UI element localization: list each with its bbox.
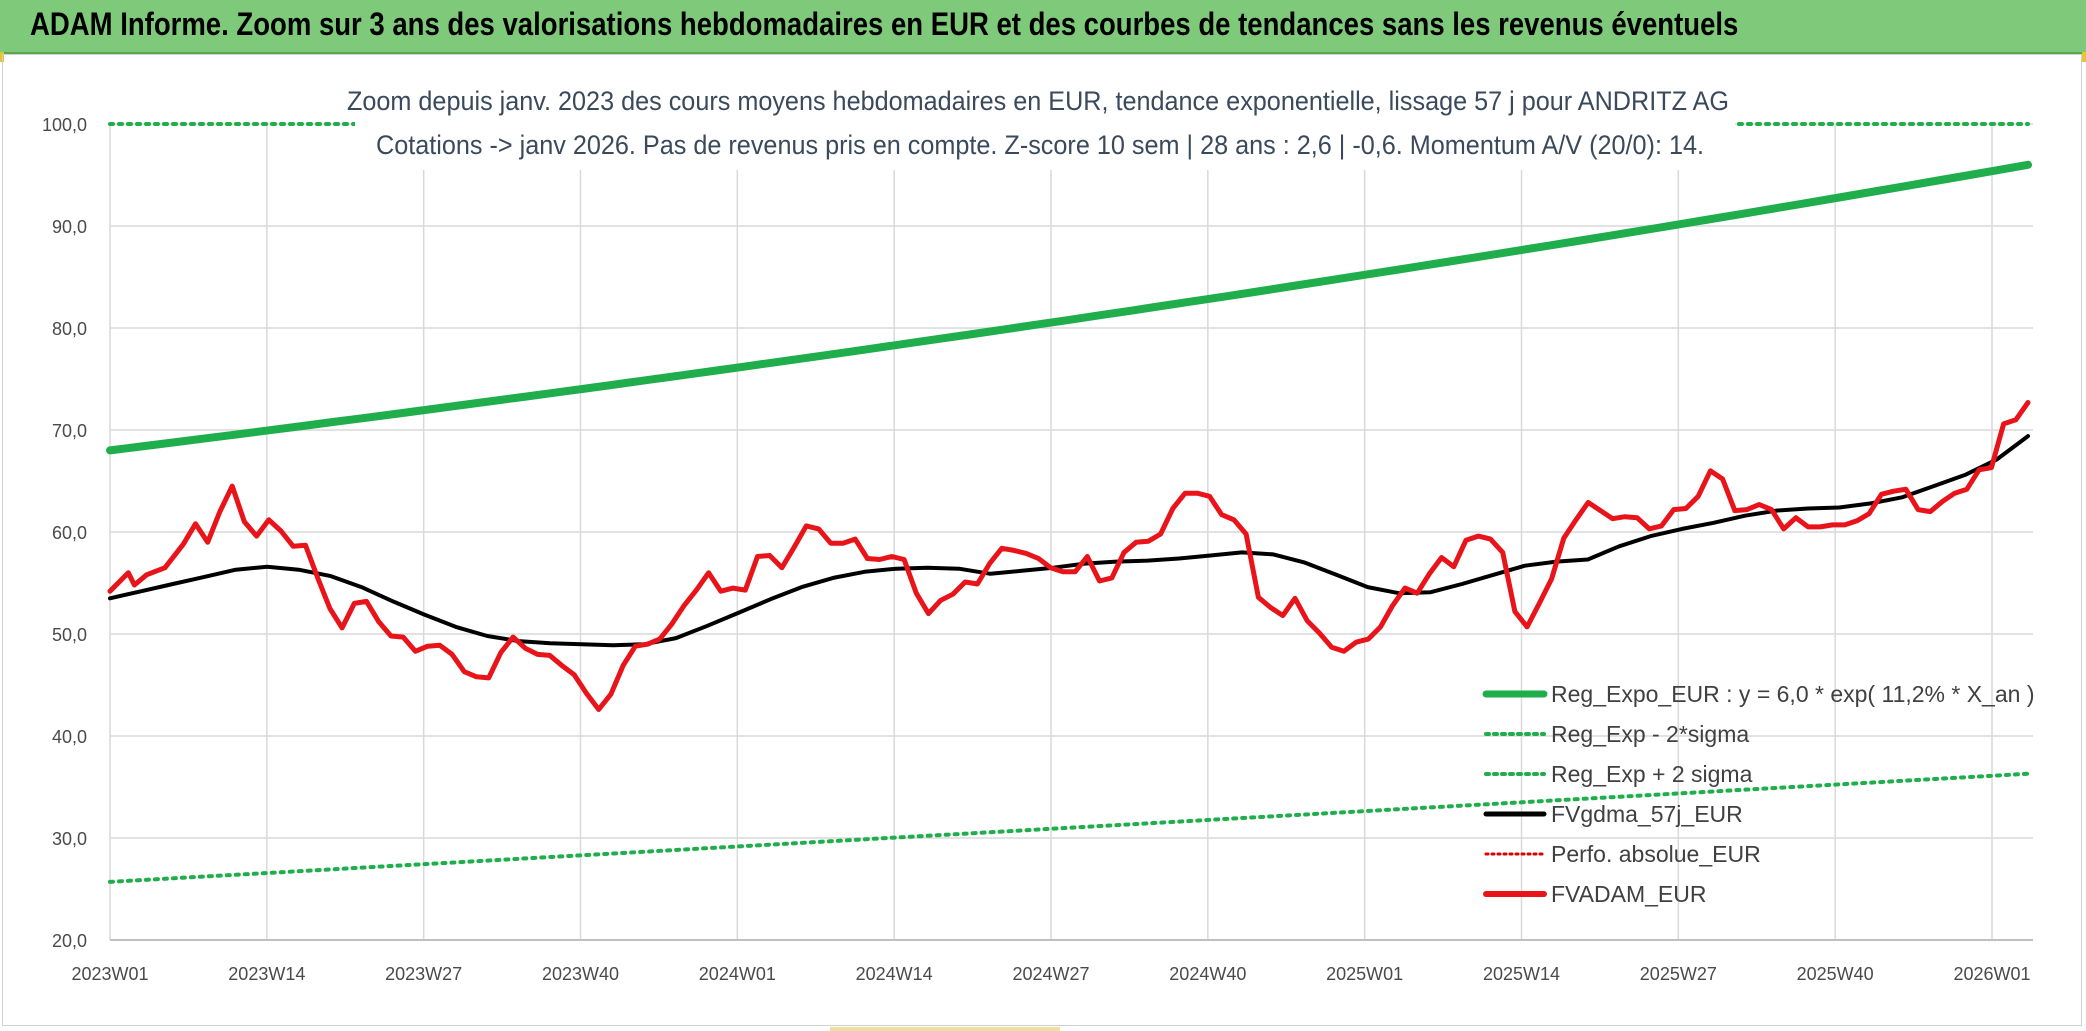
chart-subtitle-line1: Zoom depuis janv. 2023 des cours moyens … xyxy=(347,86,1729,116)
chart-legend: Reg_Expo_EUR : y = 6,0 * exp( 11,2% * X_… xyxy=(1482,681,2034,907)
x-tick-label: 2025W01 xyxy=(1326,964,1403,984)
y-tick-label: 80,0 xyxy=(52,319,87,339)
x-tick-label: 2025W40 xyxy=(1797,964,1874,984)
y-tick-label: 40,0 xyxy=(52,727,87,747)
fvgdma-line xyxy=(108,434,2030,648)
legend-label-0: Reg_Expo_EUR : y = 6,0 * exp( 11,2% * X_… xyxy=(1551,681,2034,707)
y-tick-label: 20,0 xyxy=(52,931,87,951)
x-tick-label: 2023W14 xyxy=(228,964,305,984)
y-tick-label: 30,0 xyxy=(52,829,87,849)
trend-line xyxy=(106,160,2032,455)
y-tick-label: 50,0 xyxy=(52,625,87,645)
subtitle-background xyxy=(355,78,1735,170)
x-tick-label: 2024W27 xyxy=(1012,964,1089,984)
x-tick-label: 2023W27 xyxy=(385,964,462,984)
y-tick-label: 70,0 xyxy=(52,421,87,441)
y-axis-ticks: 20,0 30,0 40,0 50,0 60,0 70,0 80,0 90,0 100,0 xyxy=(42,115,87,951)
band-low-line xyxy=(108,771,2030,884)
chart-subtitle-line2: Cotations -> janv 2026. Pas de revenus p… xyxy=(376,130,1704,160)
y-tick-label: 90,0 xyxy=(52,217,87,237)
legend-label-4: Perfo. absolue_EUR xyxy=(1551,841,1761,867)
grid-lines xyxy=(109,123,2033,941)
legend-label-1: Reg_Exp - 2*sigma xyxy=(1551,721,1749,747)
legend-label-5: FVADAM_EUR xyxy=(1551,881,1707,907)
frame-edge-bottom xyxy=(830,1027,1060,1031)
banner-edge-right xyxy=(2082,52,2086,62)
report-title: ADAM Informe. Zoom sur 3 ans des valoris… xyxy=(30,6,1739,42)
x-tick-label: 2024W01 xyxy=(699,964,776,984)
x-tick-label: 2023W01 xyxy=(71,964,148,984)
x-tick-label: 2023W40 xyxy=(542,964,619,984)
x-tick-label: 2025W14 xyxy=(1483,964,1560,984)
x-tick-label: 2024W40 xyxy=(1169,964,1246,984)
legend-label-3: FVgdma_57j_EUR xyxy=(1551,801,1743,827)
y-tick-label: 100,0 xyxy=(42,115,87,135)
chart-frame xyxy=(2,54,2082,1026)
x-tick-label: 2026W01 xyxy=(1953,964,2030,984)
x-tick-label: 2024W14 xyxy=(856,964,933,984)
y-tick-label: 60,0 xyxy=(52,523,87,543)
x-tick-label: 2025W27 xyxy=(1640,964,1717,984)
x-axis-ticks: 2023W01 2023W14 2023W27 2023W40 2024W01 2024W… xyxy=(71,964,2030,984)
report-banner: ADAM Informe. Zoom sur 3 ans des valoris… xyxy=(0,0,2086,54)
legend-label-2: Reg_Exp + 2 sigma xyxy=(1551,761,1753,787)
fvadam-line xyxy=(107,400,2031,712)
